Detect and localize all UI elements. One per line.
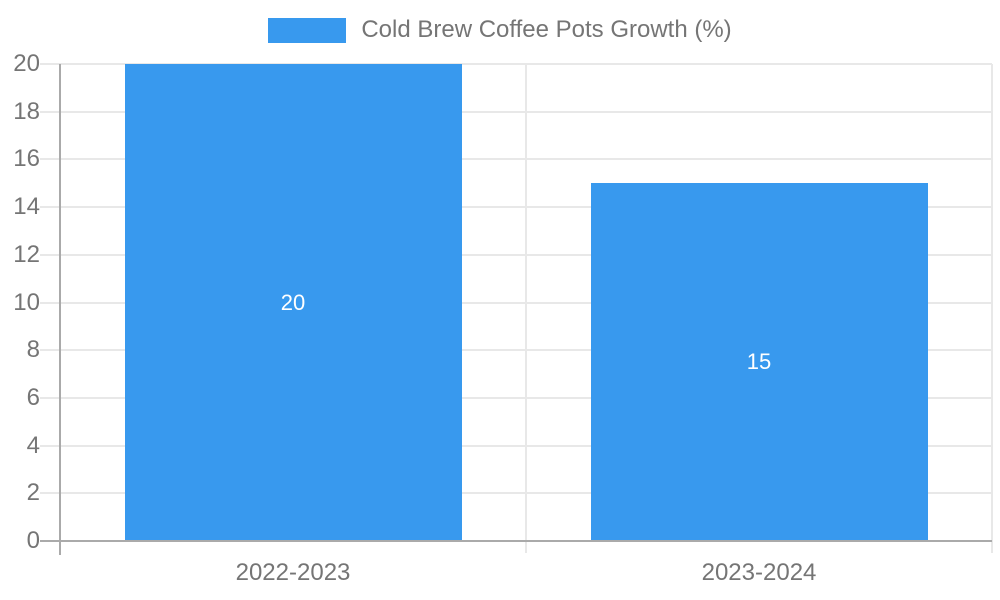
y-gridline — [40, 396, 992, 399]
bar-2022-2023[interactable] — [124, 64, 462, 541]
y-tick-label: 20 — [13, 50, 40, 77]
y-tick-label: 14 — [13, 193, 40, 221]
y-tick-label: 10 — [13, 288, 40, 316]
bar-value-label: 15 — [746, 349, 772, 375]
y-gridline — [40, 492, 992, 495]
y-gridline — [40, 444, 992, 447]
y-gridline — [40, 63, 992, 65]
x-tick-label: 2023-2024 — [701, 559, 817, 586]
y-axis-line — [59, 64, 61, 555]
y-tick-label: 0 — [26, 527, 40, 554]
y-gridline — [40, 253, 992, 256]
y-tick-label: 6 — [26, 383, 40, 411]
y-gridline — [40, 158, 992, 161]
band-gridline — [525, 64, 527, 553]
y-tick-label: 12 — [13, 240, 40, 268]
legend-swatch — [268, 17, 347, 43]
band-gridline — [991, 64, 993, 553]
legend-label: Cold Brew Coffee Pots Growth (%) — [361, 16, 732, 43]
y-tick-label: 8 — [26, 336, 40, 364]
bar-value-label: 20 — [280, 289, 306, 315]
y-gridline — [40, 301, 992, 304]
y-tick-label: 18 — [13, 97, 40, 125]
y-gridline — [40, 349, 992, 352]
y-tick-label: 16 — [13, 145, 40, 173]
chart-legend[interactable]: Cold Brew Coffee Pots Growth (%) — [0, 16, 1000, 44]
y-tick-label: 4 — [26, 431, 40, 459]
y-gridline — [40, 206, 992, 209]
y-gridline — [40, 110, 992, 113]
y-tick-label: 2 — [26, 479, 40, 507]
bar-2023-2024[interactable] — [590, 183, 928, 541]
x-tick-label: 2022-2023 — [235, 559, 351, 586]
x-axis-line — [40, 540, 992, 542]
